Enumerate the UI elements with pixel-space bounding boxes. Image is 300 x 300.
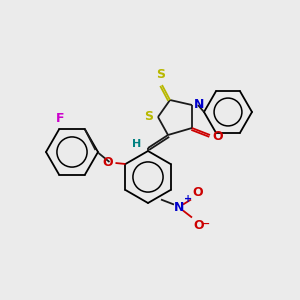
Text: F: F [56,112,64,125]
Text: O: O [212,130,223,142]
Text: +: + [184,194,192,203]
Text: S: S [144,110,153,124]
Text: −: − [201,218,210,229]
Text: N: N [174,201,184,214]
Text: O: O [103,155,113,169]
Text: S: S [157,68,166,81]
Text: O: O [192,185,202,199]
Text: O: O [193,218,204,232]
Text: H: H [132,139,141,149]
Text: N: N [194,98,204,110]
